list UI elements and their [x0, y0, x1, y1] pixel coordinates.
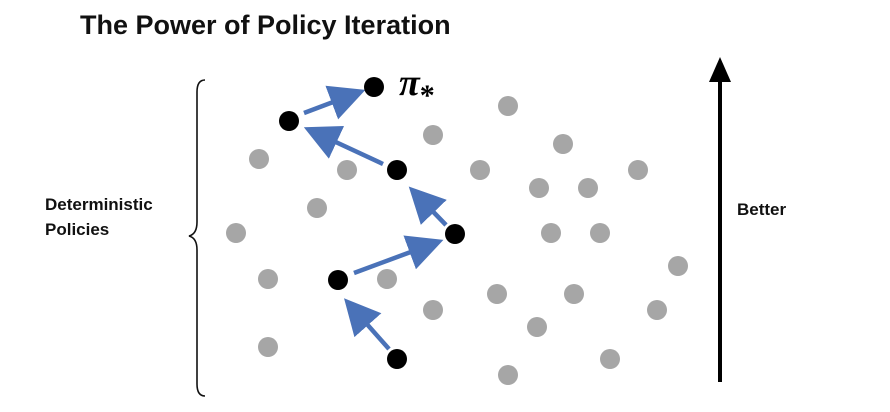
- policy-dot: [423, 300, 443, 320]
- improvement-arrow: [303, 126, 384, 167]
- policy-dot: [541, 223, 561, 243]
- policy-dot: [668, 256, 688, 276]
- slide-title: The Power of Policy Iteration: [80, 10, 451, 40]
- curly-brace: [188, 79, 206, 397]
- policy-dot: [377, 269, 397, 289]
- policy-dot: [647, 300, 667, 320]
- path-dot: [387, 349, 407, 369]
- pi-symbol: π: [399, 62, 421, 104]
- iteration-path-dots: [279, 77, 465, 369]
- policy-dot: [307, 198, 327, 218]
- policy-dot: [498, 96, 518, 116]
- better-label: Better: [737, 200, 787, 219]
- path-dot: [387, 160, 407, 180]
- star-subscript: *: [420, 79, 435, 112]
- policy-dot: [487, 284, 507, 304]
- policy-dot: [498, 365, 518, 385]
- policy-dot: [564, 284, 584, 304]
- policy-dot: [470, 160, 490, 180]
- deterministic-policies-label: Deterministic Policies: [45, 192, 153, 242]
- better-arrowhead-icon: [709, 57, 731, 82]
- policy-dot: [258, 337, 278, 357]
- path-dot: [328, 270, 348, 290]
- policy-dot: [578, 178, 598, 198]
- policy-dot: [590, 223, 610, 243]
- improvement-arrow: [353, 235, 444, 276]
- optimal-policy-dot: [364, 77, 384, 97]
- policy-dot: [249, 149, 269, 169]
- improvement-arrow: [344, 298, 391, 351]
- label-line-2: Policies: [45, 220, 110, 239]
- policy-dot: [258, 269, 278, 289]
- policy-dot: [527, 317, 547, 337]
- path-dot: [445, 224, 465, 244]
- improvement-arrow: [303, 85, 366, 120]
- path-dot: [279, 111, 299, 131]
- policy-dot: [226, 223, 246, 243]
- policy-dot: [337, 160, 357, 180]
- policy-dot: [529, 178, 549, 198]
- policy-dot: [628, 160, 648, 180]
- policy-dots: [226, 96, 688, 385]
- policy-dot: [423, 125, 443, 145]
- policy-dot: [600, 349, 620, 369]
- improvement-arrow: [408, 186, 448, 227]
- label-line-1: Deterministic: [45, 195, 153, 214]
- optimal-policy-label: π*: [399, 62, 435, 112]
- improvement-arrows: [303, 85, 448, 351]
- policy-dot: [553, 134, 573, 154]
